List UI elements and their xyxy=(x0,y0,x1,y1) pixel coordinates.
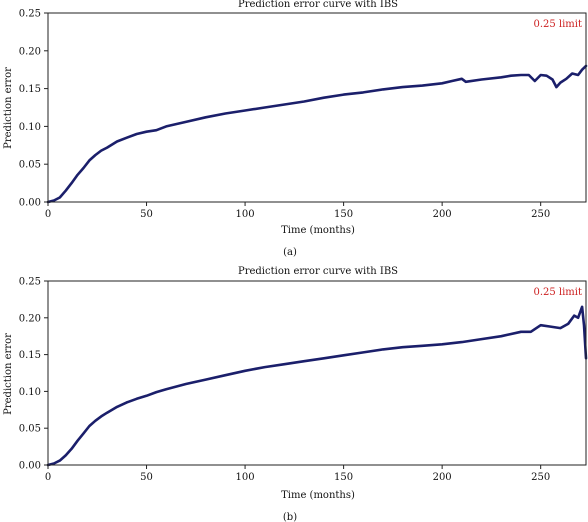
panel-caption: (a) xyxy=(283,247,297,258)
x-tick-label: 150 xyxy=(334,472,353,483)
x-tick-label: 200 xyxy=(433,209,452,220)
reference-line-label: 0.25 limit xyxy=(533,287,582,298)
y-tick-label: 0.15 xyxy=(19,350,41,361)
reference-line-label: 0.25 limit xyxy=(533,19,582,30)
y-tick-label: 0.25 xyxy=(19,9,41,20)
y-tick-label: 0.05 xyxy=(19,424,41,435)
x-axis-label: Time (months) xyxy=(281,225,355,236)
y-axis-label: Prediction error xyxy=(3,67,14,149)
y-tick-label: 0.25 xyxy=(19,277,41,288)
plot-frame xyxy=(47,12,587,203)
chart-title: Prediction error curve with IBS xyxy=(238,266,398,277)
y-tick-label: 0.00 xyxy=(19,198,41,209)
panel-caption: (b) xyxy=(283,512,297,522)
x-tick-label: 0 xyxy=(45,209,51,220)
panel-a: Prediction error curve with IBS Predicti… xyxy=(3,0,588,258)
x-tick-label: 50 xyxy=(140,472,153,483)
y-tick-label: 0.10 xyxy=(19,122,41,133)
y-tick-label: 0.05 xyxy=(19,160,41,171)
x-axis-label: Time (months) xyxy=(281,490,355,501)
x-tick-label: 0 xyxy=(45,472,51,483)
x-tick-label: 250 xyxy=(531,472,550,483)
x-tick-label: 150 xyxy=(334,209,353,220)
series-line xyxy=(46,305,588,467)
y-tick-label: 0.15 xyxy=(19,84,41,95)
x-tick-label: 50 xyxy=(140,209,153,220)
panel-b: Prediction error curve with IBS Predicti… xyxy=(3,266,588,522)
chart-title: Prediction error curve with IBS xyxy=(238,0,398,10)
plot-frame xyxy=(47,280,587,466)
y-tick-label: 0.20 xyxy=(19,313,41,324)
y-axis-label: Prediction error xyxy=(3,333,14,415)
y-tick-label: 0.00 xyxy=(19,461,41,472)
x-tick-label: 100 xyxy=(236,472,255,483)
y-tick-label: 0.10 xyxy=(19,387,41,398)
x-tick-label: 250 xyxy=(531,209,550,220)
x-tick-label: 200 xyxy=(433,472,452,483)
x-tick-label: 100 xyxy=(236,209,255,220)
y-tick-label: 0.20 xyxy=(19,46,41,57)
series-line xyxy=(46,64,588,204)
